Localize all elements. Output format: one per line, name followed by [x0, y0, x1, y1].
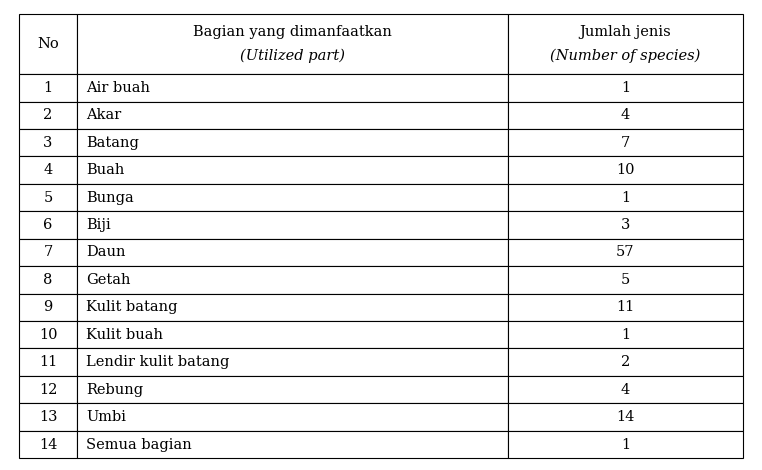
Bar — [77, 102, 507, 129]
Bar — [77, 294, 507, 321]
Bar — [77, 129, 507, 157]
Bar — [507, 184, 743, 212]
Text: Jumlah jenis: Jumlah jenis — [579, 25, 671, 39]
Bar — [77, 239, 507, 266]
Bar — [19, 431, 77, 458]
Bar — [19, 266, 77, 294]
Text: 5: 5 — [621, 273, 630, 287]
Text: Akar: Akar — [86, 108, 121, 122]
Text: Bunga: Bunga — [86, 190, 134, 204]
Bar — [77, 348, 507, 376]
Bar — [19, 239, 77, 266]
Bar — [507, 102, 743, 129]
Bar — [507, 129, 743, 157]
Bar — [507, 321, 743, 348]
Bar — [19, 184, 77, 212]
Bar — [507, 74, 743, 102]
Text: Buah: Buah — [86, 163, 124, 177]
Text: 10: 10 — [39, 328, 57, 342]
Bar — [507, 348, 743, 376]
Text: 11: 11 — [616, 300, 635, 314]
Text: 5: 5 — [43, 190, 53, 204]
Text: (Utilized part): (Utilized part) — [240, 49, 345, 63]
Bar — [19, 14, 77, 74]
Text: 1: 1 — [621, 190, 630, 204]
Bar — [19, 348, 77, 376]
Bar — [19, 294, 77, 321]
Text: 11: 11 — [39, 355, 57, 369]
Text: Daun: Daun — [86, 245, 126, 259]
Text: Umbi: Umbi — [86, 410, 126, 424]
Bar — [77, 14, 507, 74]
Bar — [19, 157, 77, 184]
Bar — [19, 321, 77, 348]
Text: 2: 2 — [621, 355, 630, 369]
Bar — [77, 403, 507, 431]
Text: 1: 1 — [621, 81, 630, 95]
Bar — [77, 212, 507, 239]
Text: Biji: Biji — [86, 218, 110, 232]
Text: 10: 10 — [616, 163, 635, 177]
Text: 7: 7 — [43, 245, 53, 259]
Text: 7: 7 — [621, 136, 630, 149]
Bar — [507, 239, 743, 266]
Text: Rebung: Rebung — [86, 383, 143, 397]
Bar — [19, 129, 77, 157]
Text: 4: 4 — [43, 163, 53, 177]
Text: 13: 13 — [39, 410, 57, 424]
Bar — [507, 294, 743, 321]
Bar — [19, 74, 77, 102]
Text: 1: 1 — [621, 328, 630, 342]
Text: Lendir kulit batang: Lendir kulit batang — [86, 355, 229, 369]
Bar — [507, 266, 743, 294]
Text: 3: 3 — [43, 136, 53, 149]
Bar — [507, 376, 743, 403]
Bar — [19, 102, 77, 129]
Bar — [507, 431, 743, 458]
Text: Kulit batang: Kulit batang — [86, 300, 178, 314]
Bar — [507, 212, 743, 239]
Text: 14: 14 — [616, 410, 635, 424]
Text: No: No — [37, 37, 59, 51]
Text: 1: 1 — [43, 81, 53, 95]
Text: 3: 3 — [620, 218, 630, 232]
Text: 1: 1 — [621, 438, 630, 452]
Bar — [19, 376, 77, 403]
Text: 12: 12 — [39, 383, 57, 397]
Bar — [77, 184, 507, 212]
Text: Bagian yang dimanfaatkan: Bagian yang dimanfaatkan — [193, 25, 392, 39]
Bar — [19, 403, 77, 431]
Text: Batang: Batang — [86, 136, 139, 149]
Bar — [77, 266, 507, 294]
Bar — [19, 212, 77, 239]
Bar — [77, 431, 507, 458]
Text: (Number of species): (Number of species) — [550, 49, 700, 63]
Text: 9: 9 — [43, 300, 53, 314]
Text: 57: 57 — [616, 245, 635, 259]
Bar — [77, 74, 507, 102]
Text: Kulit buah: Kulit buah — [86, 328, 163, 342]
Text: 2: 2 — [43, 108, 53, 122]
Bar — [77, 376, 507, 403]
Bar — [507, 14, 743, 74]
Text: 14: 14 — [39, 438, 57, 452]
Bar — [507, 403, 743, 431]
Text: 6: 6 — [43, 218, 53, 232]
Text: 4: 4 — [621, 108, 630, 122]
Bar — [507, 157, 743, 184]
Bar — [77, 157, 507, 184]
Text: 4: 4 — [621, 383, 630, 397]
Text: Air buah: Air buah — [86, 81, 150, 95]
Text: Semua bagian: Semua bagian — [86, 438, 192, 452]
Text: Getah: Getah — [86, 273, 130, 287]
Bar — [77, 321, 507, 348]
Text: 8: 8 — [43, 273, 53, 287]
